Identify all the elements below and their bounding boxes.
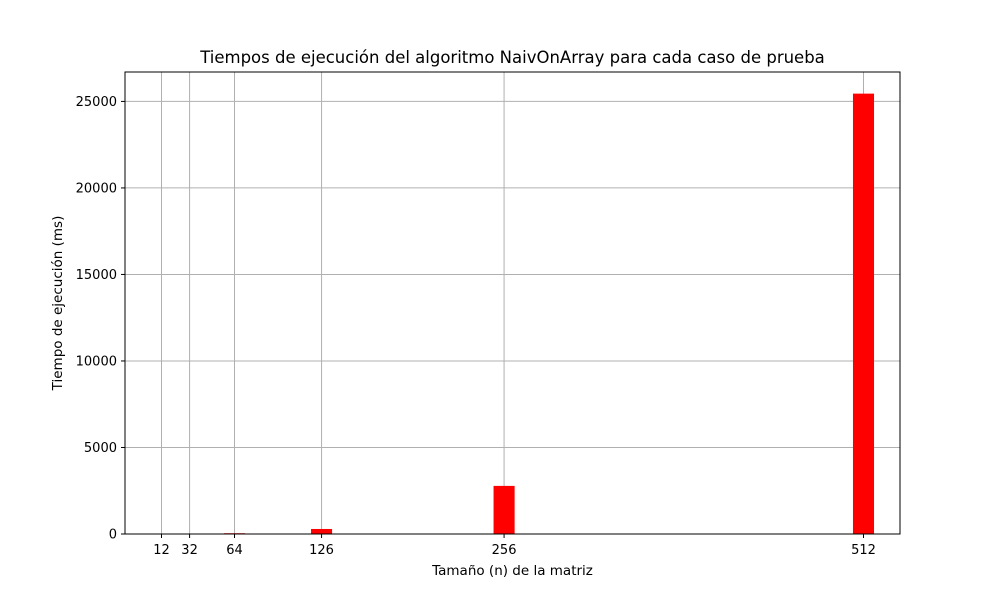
bars: [150, 93, 875, 534]
x-axis-label: Tamaño (n) de la matriz: [431, 563, 593, 579]
x-tick-label: 256: [492, 543, 517, 558]
y-tick-label: 25000: [76, 95, 117, 110]
y-tick-label: 20000: [76, 181, 117, 196]
plot-frame: [124, 71, 901, 535]
x-tick-label: 32: [181, 543, 198, 558]
y-tick-label: 0: [109, 528, 117, 543]
ticks: 12 32 64 126 256 512 0 5000 10000 15000 20000 25000: [76, 95, 876, 558]
bar-126: [311, 528, 333, 534]
y-tick-label: 10000: [76, 354, 117, 369]
x-tick-label: 512: [851, 543, 876, 558]
y-tick-label: 5000: [84, 441, 117, 456]
x-tick-label: 64: [226, 543, 243, 558]
x-tick-label: 12: [153, 543, 170, 558]
y-axis-label: Tiempo de ejecución (ms): [50, 216, 66, 392]
x-tick-label: 126: [309, 543, 334, 558]
bar-256: [493, 485, 515, 534]
chart-title: Tiempos de ejecución del algoritmo NaivO…: [199, 48, 825, 67]
grid: [125, 72, 900, 535]
y-tick-label: 15000: [76, 268, 117, 283]
bar-512: [852, 93, 875, 534]
